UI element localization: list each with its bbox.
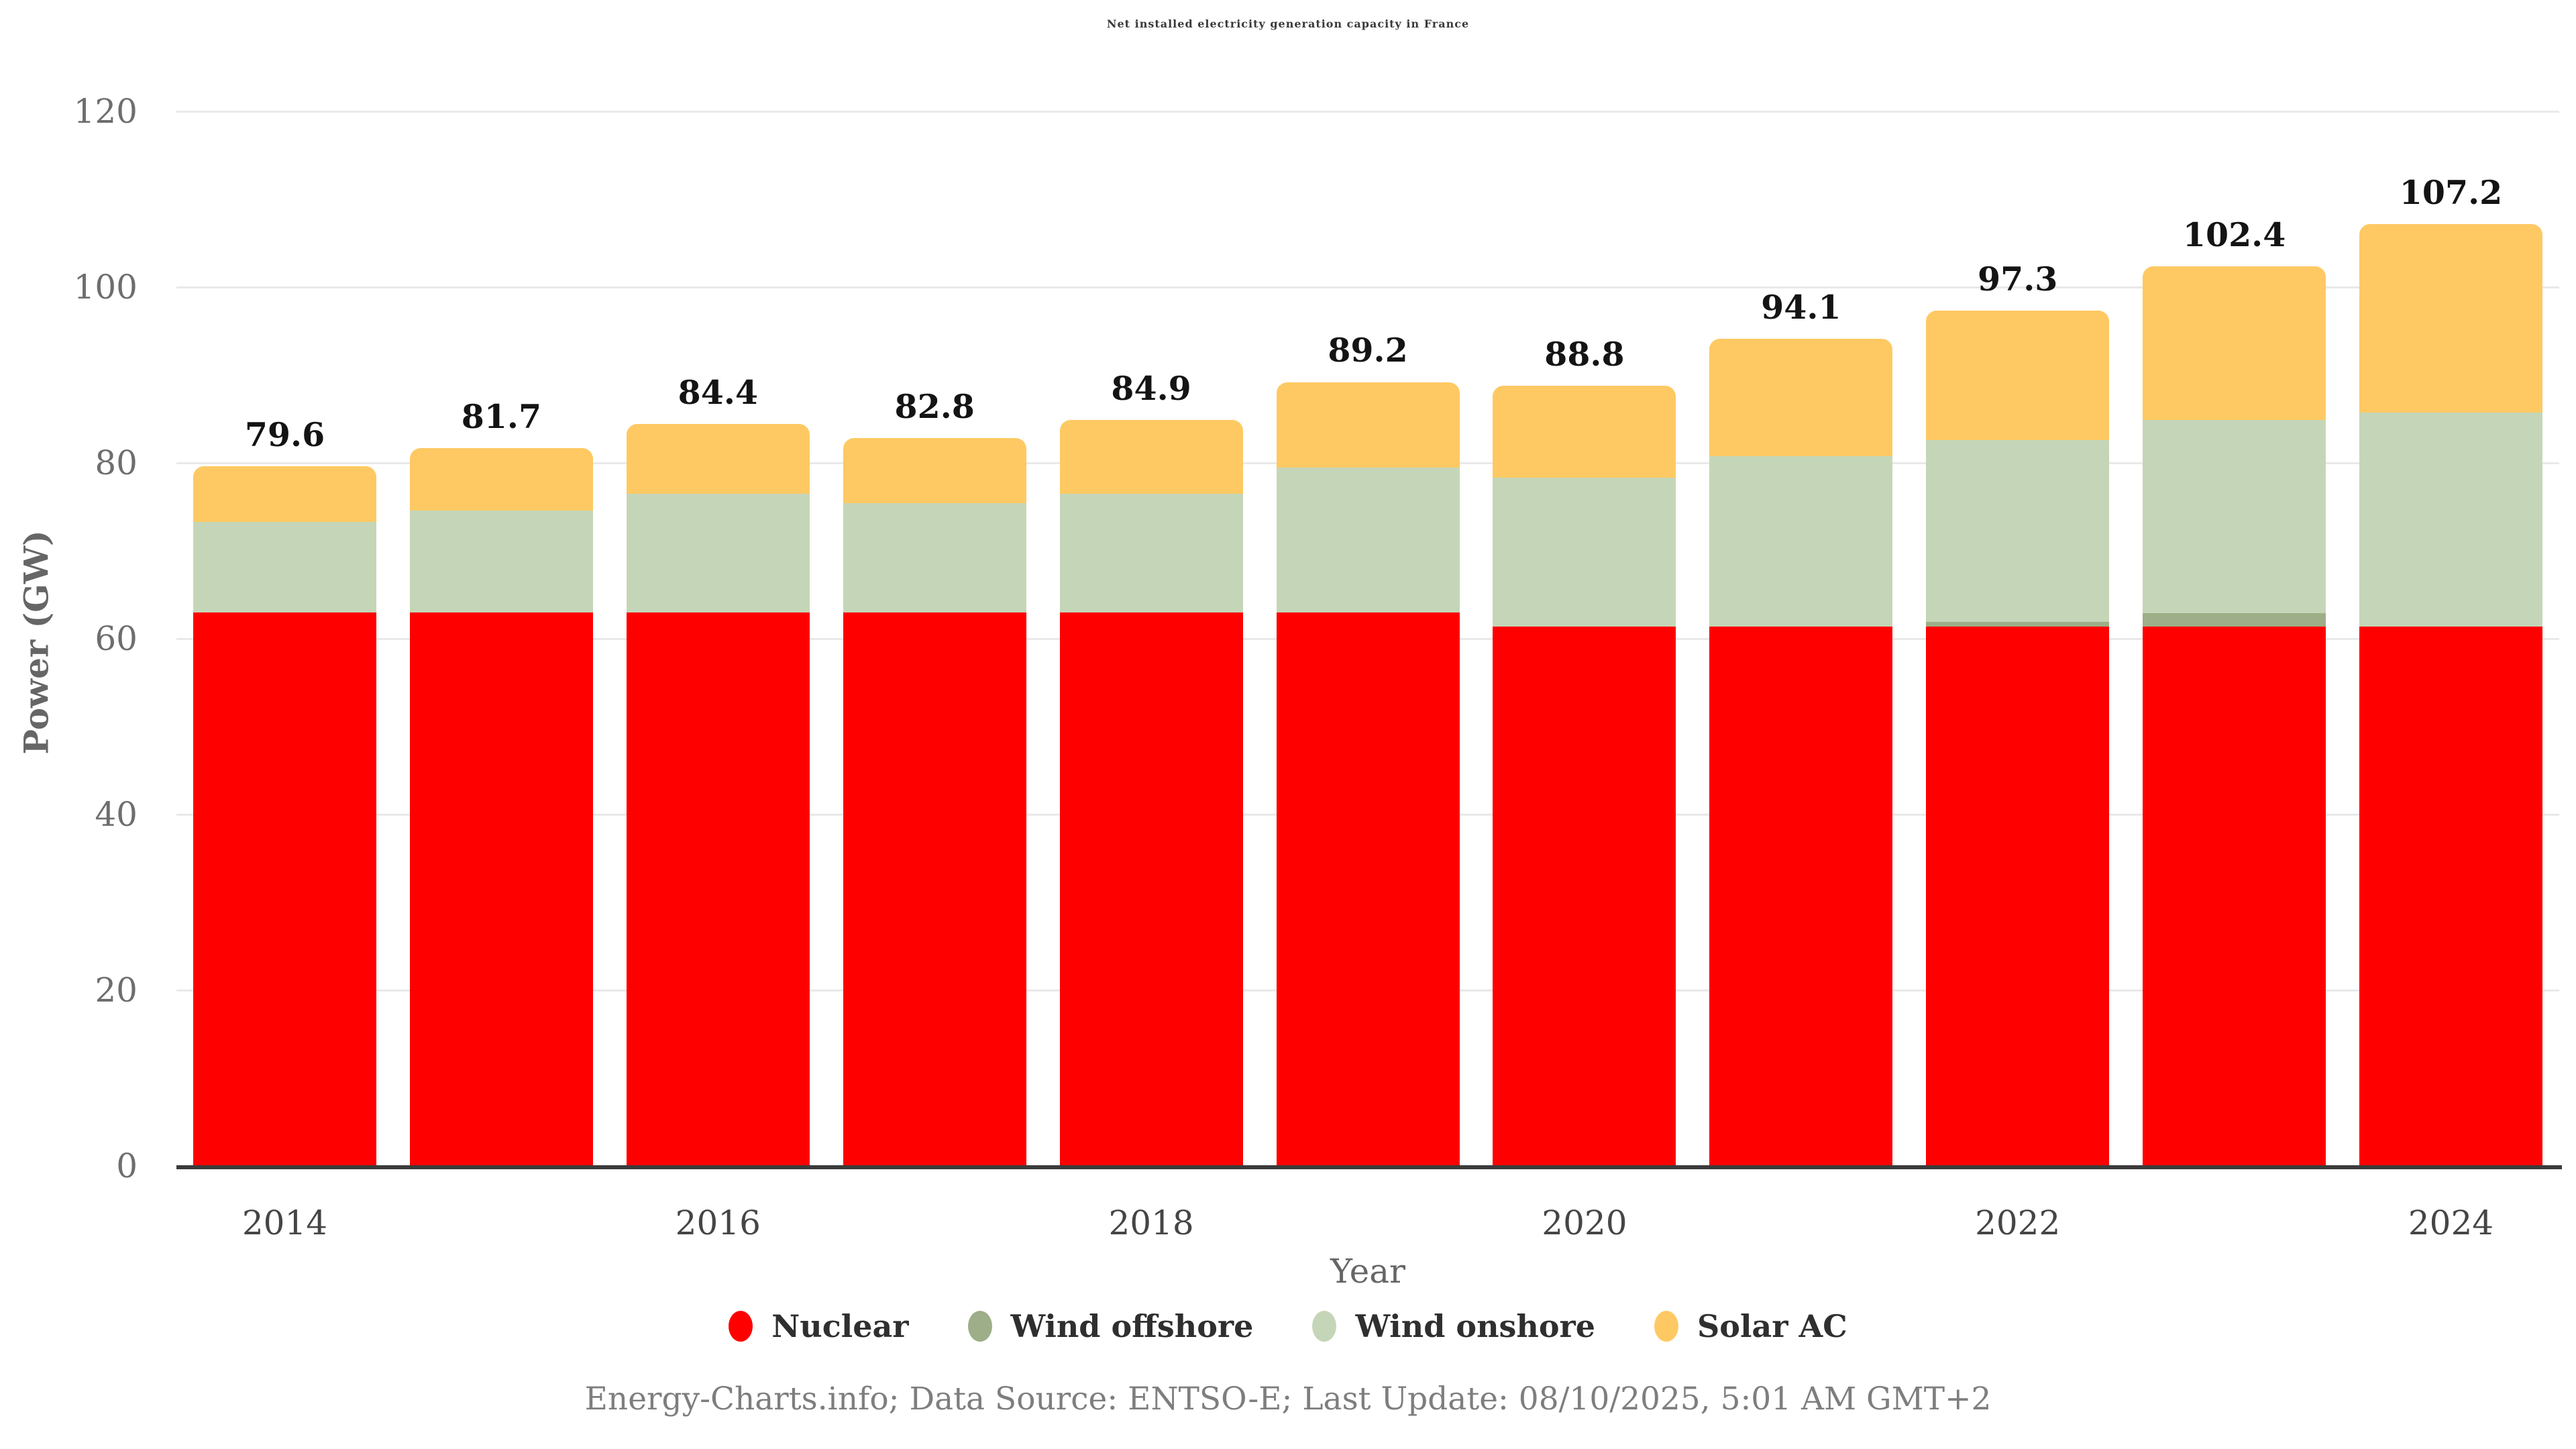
legend-item-wind-offshore[interactable]: Wind offshore xyxy=(967,1308,1254,1344)
bar-2020[interactable] xyxy=(1493,385,1676,1166)
bar-segment-nuclear[interactable] xyxy=(1493,626,1676,1166)
chart-title: Net installed electricity generation cap… xyxy=(1106,17,1470,30)
bar-segment-nuclear[interactable] xyxy=(409,612,593,1166)
bar-total-label: 82.8 xyxy=(894,387,975,427)
legend-label: Nuclear xyxy=(771,1308,909,1344)
x-axis-line xyxy=(176,1165,2562,1169)
y-tick-label-80: 80 xyxy=(95,443,138,482)
bar-segment-solar-ac[interactable] xyxy=(1493,385,1676,478)
bar-segment-solar-ac[interactable] xyxy=(1926,311,2110,440)
bar-segment-nuclear[interactable] xyxy=(1709,626,1893,1166)
legend-item-solar-ac[interactable]: Solar AC xyxy=(1654,1308,1847,1344)
bar-segment-solar-ac[interactable] xyxy=(2143,266,2326,420)
bar-total-label: 102.4 xyxy=(2182,215,2286,254)
bar-segment-solar-ac[interactable] xyxy=(1059,419,1243,494)
y-tick-label-60: 60 xyxy=(95,619,138,658)
bar-2015[interactable] xyxy=(409,447,593,1166)
bar-segment-wind-onshore[interactable] xyxy=(2359,413,2542,627)
attribution-footer: Energy-Charts.info; Data Source: ENTSO-E… xyxy=(584,1381,1992,1417)
bar-segment-wind-onshore[interactable] xyxy=(193,521,376,612)
bar-total-label: 84.9 xyxy=(1111,368,1191,408)
legend-label: Wind offshore xyxy=(1010,1308,1254,1344)
bar-segment-wind-onshore[interactable] xyxy=(1059,493,1243,612)
bar-total-label: 97.3 xyxy=(1978,260,2058,299)
bar-segment-solar-ac[interactable] xyxy=(626,424,810,494)
bar-segment-wind-onshore[interactable] xyxy=(1926,439,2110,623)
bar-segment-nuclear[interactable] xyxy=(2359,626,2542,1166)
bar-segment-wind-offshore[interactable] xyxy=(1926,622,2110,627)
bar-2024[interactable] xyxy=(2359,223,2542,1166)
x-tick-label-2016: 2016 xyxy=(675,1203,761,1242)
bar-segment-wind-onshore[interactable] xyxy=(409,510,593,612)
legend-label: Solar AC xyxy=(1697,1308,1847,1344)
x-tick-label-2014: 2014 xyxy=(241,1203,328,1242)
bar-segment-wind-onshore[interactable] xyxy=(1709,455,1893,627)
bar-segment-nuclear[interactable] xyxy=(843,612,1026,1166)
bar-total-label: 94.1 xyxy=(1761,288,1841,327)
plot-area: 79.6 81.7 84.4 82.8 84.9 89.2 88.8 94.1 97.3 102.… xyxy=(176,110,2559,1166)
legend-item-nuclear[interactable]: Nuclear xyxy=(729,1308,909,1344)
bar-total-label: 79.6 xyxy=(244,415,325,455)
y-tick-label-120: 120 xyxy=(73,92,138,131)
bar-segment-wind-onshore[interactable] xyxy=(1493,478,1676,627)
bar-segment-wind-offshore[interactable] xyxy=(2143,613,2326,627)
bar-segment-nuclear[interactable] xyxy=(193,612,376,1166)
x-tick-label-2020: 2020 xyxy=(1542,1203,1627,1242)
bar-segment-nuclear[interactable] xyxy=(1059,612,1243,1166)
solar-ac-legend-marker-icon xyxy=(1654,1311,1679,1342)
x-tick-label-2022: 2022 xyxy=(1975,1203,2061,1242)
bar-segment-solar-ac[interactable] xyxy=(2359,223,2542,413)
bar-segment-nuclear[interactable] xyxy=(626,612,810,1166)
bar-segment-nuclear[interactable] xyxy=(1926,626,2110,1166)
bar-2021[interactable] xyxy=(1709,339,1893,1166)
bar-segment-solar-ac[interactable] xyxy=(409,447,593,511)
bar-segment-solar-ac[interactable] xyxy=(843,438,1026,504)
gridline-120 xyxy=(176,110,2559,113)
bar-segment-solar-ac[interactable] xyxy=(1276,382,1460,468)
y-tick-label-20: 20 xyxy=(95,971,138,1010)
bar-2017[interactable] xyxy=(843,438,1026,1166)
bar-segment-nuclear[interactable] xyxy=(2143,626,2326,1166)
bar-segment-solar-ac[interactable] xyxy=(1709,339,1893,456)
gridline-100 xyxy=(176,286,2559,288)
legend-label: Wind onshore xyxy=(1355,1308,1596,1344)
bar-2019[interactable] xyxy=(1276,382,1460,1166)
bar-segment-wind-onshore[interactable] xyxy=(626,493,810,612)
x-tick-label-2018: 2018 xyxy=(1108,1203,1194,1242)
wind-onshore-legend-marker-icon xyxy=(1312,1311,1337,1342)
bar-total-label: 107.2 xyxy=(2399,172,2503,212)
bar-2022[interactable] xyxy=(1926,311,2110,1166)
wind-offshore-legend-marker-icon xyxy=(967,1311,992,1342)
bar-total-label: 81.7 xyxy=(461,396,542,436)
bar-total-label: 88.8 xyxy=(1544,334,1625,374)
bar-total-label: 84.4 xyxy=(678,373,758,413)
bar-2023[interactable] xyxy=(2143,266,2326,1166)
x-axis-title: Year xyxy=(1330,1252,1405,1291)
legend: Nuclear Wind offshore Wind onshore Solar AC xyxy=(0,1308,2576,1344)
y-tick-label-40: 40 xyxy=(95,795,138,834)
bar-segment-nuclear[interactable] xyxy=(1276,612,1460,1166)
bar-segment-wind-onshore[interactable] xyxy=(2143,419,2326,614)
bar-segment-wind-onshore[interactable] xyxy=(1276,467,1460,612)
y-tick-label-100: 100 xyxy=(73,268,138,307)
bar-2018[interactable] xyxy=(1059,419,1243,1166)
bar-2016[interactable] xyxy=(626,424,810,1166)
nuclear-legend-marker-icon xyxy=(729,1311,753,1342)
bar-total-label: 89.2 xyxy=(1328,331,1408,370)
x-tick-label-2024: 2024 xyxy=(2408,1203,2494,1242)
legend-item-wind-onshore[interactable]: Wind onshore xyxy=(1312,1308,1595,1344)
bar-segment-solar-ac[interactable] xyxy=(193,466,376,522)
y-tick-label-0: 0 xyxy=(116,1146,138,1185)
bar-segment-wind-onshore[interactable] xyxy=(843,503,1026,612)
bar-2014[interactable] xyxy=(193,466,376,1166)
